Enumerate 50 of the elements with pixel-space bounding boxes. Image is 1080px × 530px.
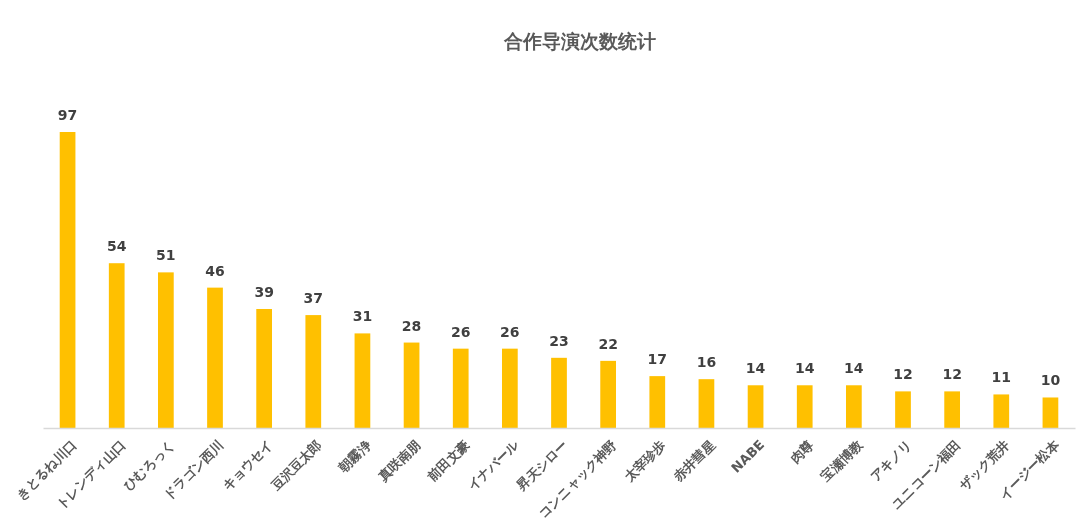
data-label: 23	[549, 332, 569, 349]
bar	[354, 333, 371, 428]
bar	[59, 132, 76, 428]
bar	[895, 391, 911, 428]
bar	[1042, 397, 1059, 428]
x-tick-label: 太宰珍歩	[620, 436, 669, 485]
bar	[403, 342, 420, 428]
bar	[944, 391, 961, 428]
x-tick-label: 赤井彗星	[669, 436, 718, 485]
data-label: 16	[696, 354, 717, 371]
data-label: 11	[991, 369, 1012, 386]
data-label: 14	[794, 360, 815, 377]
data-label: 31	[352, 308, 373, 325]
data-label: 22	[598, 335, 618, 352]
data-label: 12	[893, 366, 913, 383]
bar	[796, 385, 813, 428]
data-label: 26	[500, 323, 520, 340]
bar	[600, 360, 617, 428]
bar	[551, 357, 567, 428]
bar	[501, 348, 518, 428]
bar	[747, 385, 764, 428]
data-label: 39	[254, 283, 274, 300]
x-tick-label: 宝瀬博教	[817, 436, 867, 485]
data-label: 37	[303, 290, 324, 307]
data-label: 26	[450, 323, 471, 340]
x-tick-label: 真咲南朋	[374, 436, 424, 485]
bar	[993, 394, 1010, 428]
data-label: 14	[844, 360, 864, 377]
data-label: 14	[745, 360, 766, 377]
bar	[207, 287, 223, 428]
bar	[256, 308, 273, 428]
data-label: 97	[57, 107, 78, 123]
bar	[108, 263, 125, 428]
data-label: 17	[647, 351, 668, 368]
bar	[305, 315, 322, 428]
bar	[157, 272, 174, 428]
data-label: 28	[401, 317, 422, 334]
data-label: 51	[156, 247, 176, 264]
bar	[698, 379, 715, 428]
x-tick-label: 前田文豪	[424, 436, 473, 485]
x-tick-label: 朝霧浄	[335, 436, 374, 476]
bar	[649, 376, 666, 428]
data-label: 46	[205, 262, 225, 279]
data-label: 10	[1040, 372, 1061, 389]
data-label: 12	[942, 366, 962, 383]
x-tick-label: 肉尊	[787, 436, 817, 466]
chart-title: 合作导演次数统计	[503, 30, 656, 52]
bar	[452, 348, 469, 428]
data-label: 54	[106, 238, 127, 255]
bar	[845, 385, 862, 428]
